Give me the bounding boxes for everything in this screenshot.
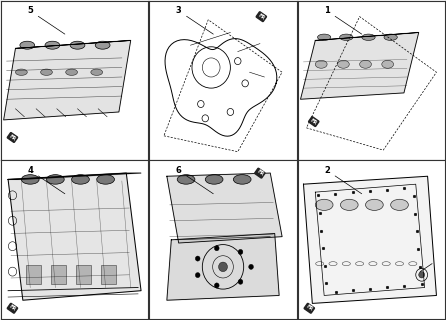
Text: FR: FR [305,304,314,312]
Ellipse shape [315,60,327,68]
Circle shape [238,249,243,254]
Circle shape [238,279,243,284]
Ellipse shape [70,41,85,49]
Text: 5: 5 [27,6,65,34]
Polygon shape [301,33,419,99]
Circle shape [419,272,425,278]
Ellipse shape [205,175,223,184]
Ellipse shape [21,175,39,184]
Ellipse shape [359,60,372,68]
Polygon shape [8,173,141,180]
Polygon shape [4,40,131,120]
Polygon shape [315,33,419,40]
Ellipse shape [338,60,349,68]
Ellipse shape [97,175,115,184]
Text: FR: FR [257,12,266,21]
Ellipse shape [233,175,251,184]
Text: FR: FR [8,133,17,141]
Polygon shape [8,173,141,300]
Circle shape [215,283,219,288]
Bar [26,265,41,284]
Circle shape [195,256,200,261]
Ellipse shape [16,69,27,76]
Ellipse shape [340,199,358,211]
Ellipse shape [45,41,60,49]
Text: 4: 4 [27,166,65,194]
Ellipse shape [91,69,103,76]
Ellipse shape [46,175,64,184]
Circle shape [195,273,200,278]
Bar [101,265,116,284]
Ellipse shape [366,199,383,211]
Ellipse shape [177,175,195,184]
Ellipse shape [315,199,333,211]
Text: FR: FR [310,117,318,126]
Circle shape [249,264,253,269]
Bar [51,265,66,284]
Ellipse shape [384,34,397,40]
Ellipse shape [391,199,409,211]
Ellipse shape [66,69,78,76]
Text: 1: 1 [324,6,362,34]
Polygon shape [16,40,131,48]
Ellipse shape [95,41,110,49]
Text: 6: 6 [176,166,213,194]
Ellipse shape [382,60,394,68]
Polygon shape [167,173,282,243]
Text: 3: 3 [176,6,213,34]
Text: FR: FR [256,169,264,177]
Ellipse shape [362,34,375,40]
Ellipse shape [41,69,52,76]
Circle shape [215,246,219,251]
Text: 2: 2 [324,166,362,194]
Ellipse shape [72,175,89,184]
Polygon shape [167,234,279,300]
Polygon shape [303,176,437,303]
Ellipse shape [318,34,331,40]
Text: FR: FR [8,304,17,312]
Bar [76,265,91,284]
Ellipse shape [340,34,353,40]
Circle shape [219,262,227,272]
Ellipse shape [20,41,35,49]
